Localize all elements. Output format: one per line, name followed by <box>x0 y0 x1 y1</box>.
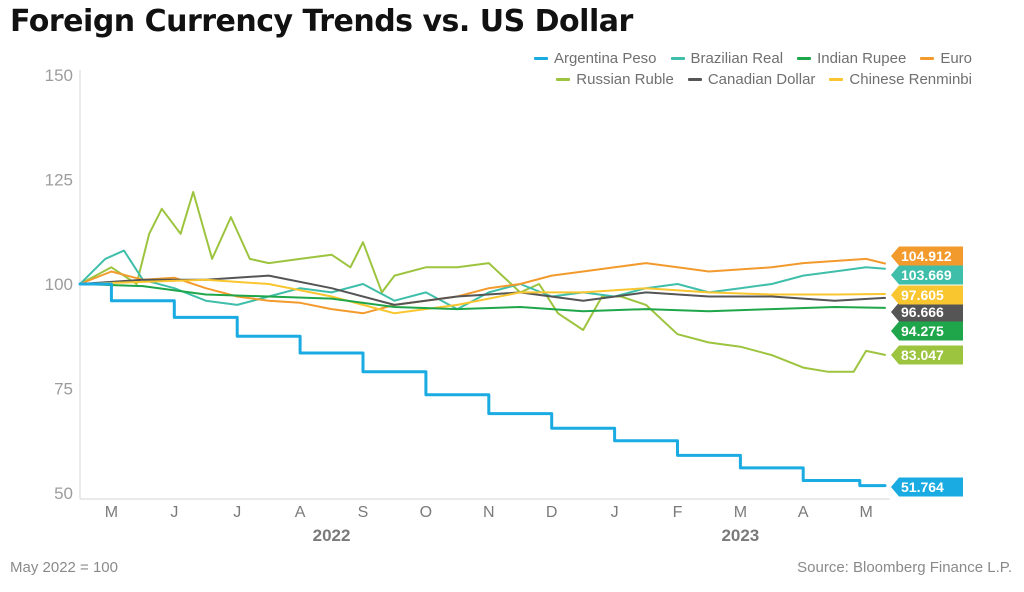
source-note: Source: Bloomberg Finance L.P. <box>797 559 1012 576</box>
y-tick-label: 150 <box>45 66 73 85</box>
series-line-brazilian-real <box>79 249 886 311</box>
end-label-tag <box>891 285 963 305</box>
legend-item: Indian Rupee <box>797 50 906 67</box>
x-tick-label: N <box>483 504 495 521</box>
end-value-label: 96.666 <box>901 304 944 320</box>
y-tick-label: 125 <box>45 171 73 190</box>
chart-title: Foreign Currency Trends vs. US Dollar <box>10 4 633 39</box>
x-tick-label: S <box>358 504 369 521</box>
legend-label: Chinese Renminbi <box>849 71 972 88</box>
legend-swatch <box>797 57 812 60</box>
legend-item: Euro <box>920 50 972 67</box>
base-note: May 2022 = 100 <box>10 559 118 576</box>
end-label-tag <box>891 345 963 365</box>
year-label: 2023 <box>721 526 759 545</box>
x-tick-label: D <box>546 504 558 521</box>
legend-label: Indian Rupee <box>817 50 907 67</box>
end-label-tag <box>891 265 963 285</box>
series-line-chinese-renminbi <box>79 278 886 315</box>
legend-label: Canadian Dollar <box>707 71 816 88</box>
legend-swatch <box>920 57 935 60</box>
end-label-tag <box>891 246 963 266</box>
end-value-label: 94.275 <box>901 323 944 339</box>
legend-label: Euro <box>940 50 972 67</box>
legend-item: Canadian Dollar <box>687 71 816 88</box>
legend-swatch <box>670 57 685 60</box>
x-tick-label: A <box>798 504 809 521</box>
end-value-label: 103.669 <box>901 267 952 283</box>
x-tick-label: O <box>420 504 432 521</box>
y-tick-label: 50 <box>54 484 73 503</box>
x-tick-label: J <box>233 504 241 521</box>
legend-swatch <box>829 78 844 81</box>
end-value-label: 97.605 <box>901 287 944 303</box>
x-tick-label: J <box>611 504 619 521</box>
legend-item: Russian Ruble <box>556 71 674 88</box>
legend: Argentina Peso Brazilian Real Indian Rupee… <box>452 50 972 88</box>
legend-label: Russian Ruble <box>576 71 674 88</box>
legend-item: Argentina Peso <box>533 50 657 67</box>
x-tick-label: M <box>734 504 747 521</box>
legend-swatch <box>556 78 571 81</box>
legend-label: Brazilian Real <box>690 50 784 67</box>
end-label-tag <box>891 477 963 497</box>
legend-label: Argentina Peso <box>553 50 657 67</box>
end-label-tag <box>891 321 963 341</box>
series-line-canadian-dollar <box>79 274 886 306</box>
x-tick-label: M <box>105 504 118 521</box>
end-label-tag <box>891 302 963 322</box>
end-value-label: 83.047 <box>901 347 944 363</box>
legend-swatch <box>533 57 548 60</box>
end-value-label: 51.764 <box>901 479 944 495</box>
x-tick-label: M <box>859 504 872 521</box>
y-tick-label: 75 <box>54 380 73 399</box>
legend-item: Brazilian Real <box>670 50 784 67</box>
legend-swatch <box>687 78 702 81</box>
series-line-indian-rupee <box>79 283 886 313</box>
series-line-russian-ruble <box>79 191 886 373</box>
series-line-argentina-peso <box>78 282 887 488</box>
y-tick-label: 100 <box>45 275 73 294</box>
x-tick-label: F <box>673 504 683 521</box>
year-label: 2022 <box>313 526 351 545</box>
x-tick-label: A <box>295 504 306 521</box>
legend-item: Chinese Renminbi <box>829 71 972 88</box>
series-line-euro <box>79 257 886 315</box>
x-tick-label: J <box>170 504 178 521</box>
end-value-label: 104.912 <box>901 248 952 264</box>
